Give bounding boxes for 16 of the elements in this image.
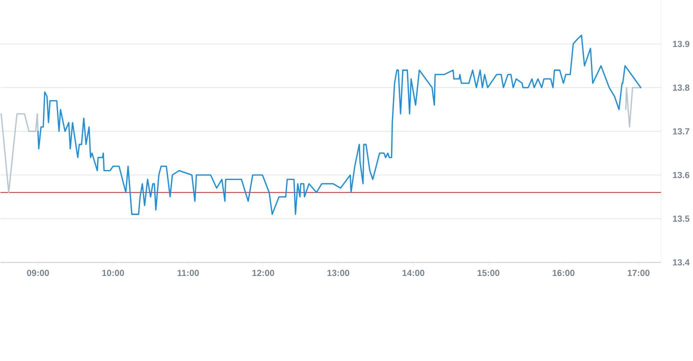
x-tick-label: 12:00 [252, 270, 274, 276]
y-tick-label: 13.6 [673, 172, 690, 178]
x-tick-label: 13:00 [327, 270, 350, 276]
y-tick-label: 13.5 [673, 215, 690, 222]
x-tick-label: 16:00 [552, 270, 574, 276]
x-tick-label: 11:00 [178, 270, 199, 276]
x-tick-label: 14:00 [402, 270, 424, 276]
x-tick-label: 15:00 [478, 270, 500, 276]
x-tick-label: 09:00 [27, 270, 49, 276]
x-tick-label: 17:00 [628, 270, 650, 276]
line-series [37, 34, 642, 215]
x-tick-label: 10:00 [102, 270, 124, 276]
y-tick-label: 13.9 [673, 40, 690, 47]
y-tick-label: 13.8 [673, 84, 690, 91]
y-tick-label: 13.4 [673, 259, 690, 266]
y-tick-label: 13.7 [673, 128, 690, 134]
